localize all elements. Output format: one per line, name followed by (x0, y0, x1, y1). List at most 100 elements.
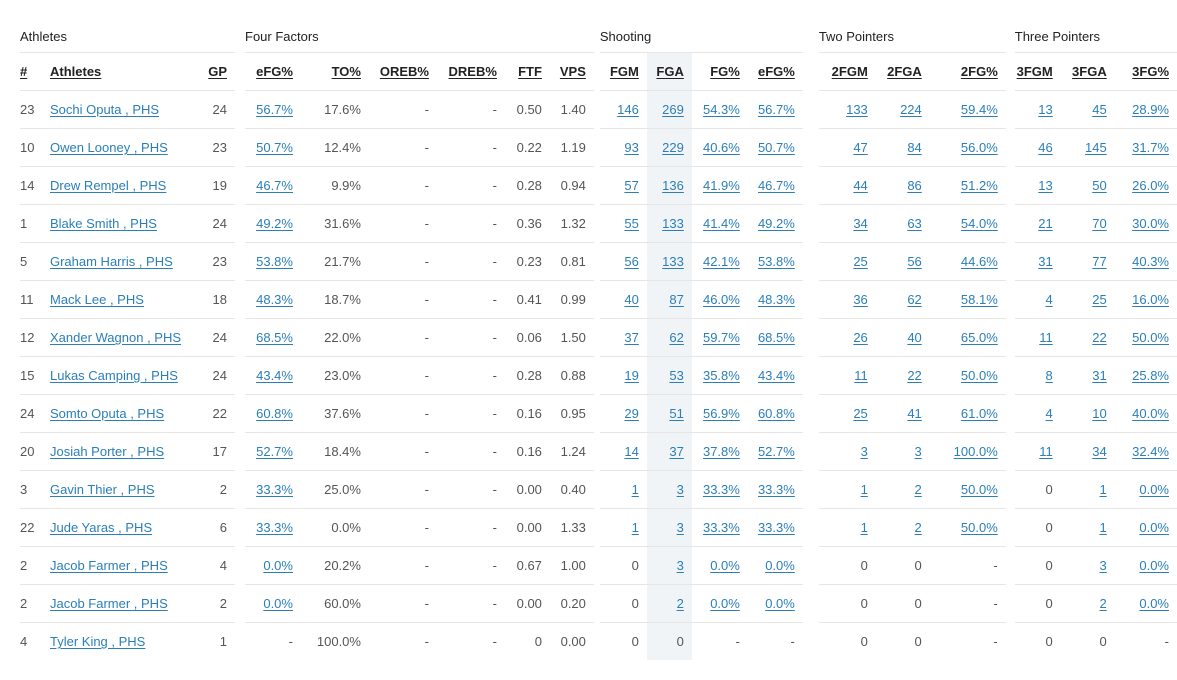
athlete-link[interactable]: Jude Yaras , PHS (49, 520, 153, 535)
cell-fga[interactable]: 3 (646, 508, 692, 547)
cell-fg-pct[interactable]: 56.9% (691, 394, 748, 433)
cell-2fg-pct[interactable]: 50.0% (929, 356, 1006, 395)
stat-link[interactable]: 0.0% (263, 596, 293, 611)
stat-link[interactable]: 59.7% (702, 330, 740, 345)
stat-link[interactable]: 0.0% (1139, 520, 1169, 535)
stat-link[interactable]: 16.0% (1132, 292, 1169, 307)
cell-3fga[interactable]: 10 (1060, 394, 1115, 433)
col-header-3fga[interactable]: 3FGA (1060, 52, 1115, 91)
col-header-3fg-pct[interactable]: 3FG% (1114, 52, 1177, 91)
stat-link[interactable]: 56 (624, 254, 639, 269)
cell-3fga[interactable]: 31 (1060, 356, 1115, 395)
stat-link[interactable]: 93 (624, 140, 639, 155)
stat-link[interactable]: 87 (669, 292, 684, 307)
stat-link[interactable]: 60.8% (256, 406, 293, 421)
cell-athlete[interactable]: Drew Rempel , PHS (49, 166, 182, 205)
cell-efg-shooting[interactable]: 33.3% (747, 470, 803, 509)
stat-link[interactable]: 46.0% (702, 292, 740, 307)
stat-link[interactable]: 53 (669, 368, 684, 383)
athlete-link[interactable]: Graham Harris , PHS (49, 254, 173, 269)
stat-link[interactable]: 28.9% (1132, 102, 1169, 117)
stat-link[interactable]: 22 (1092, 330, 1107, 345)
athlete-link[interactable]: Owen Looney , PHS (49, 140, 168, 155)
stat-link[interactable]: 50.0% (960, 482, 998, 497)
stat-link[interactable]: 3 (914, 444, 922, 459)
cell-fgm[interactable]: 93 (599, 128, 647, 167)
stat-link[interactable]: 42.1% (702, 254, 740, 269)
stat-link[interactable]: 31 (1038, 254, 1053, 269)
cell-efg-shooting[interactable]: 49.2% (747, 204, 803, 243)
col-header-ftf[interactable]: FTF (504, 52, 550, 91)
cell-2fgm[interactable]: 3 (818, 432, 876, 471)
stat-link[interactable]: 1 (860, 482, 868, 497)
cell-efg[interactable]: 53.8% (245, 242, 301, 281)
col-header-fgm[interactable]: FGM (599, 52, 647, 91)
cell-efg-shooting[interactable]: 68.5% (747, 318, 803, 357)
stat-link[interactable]: 14 (624, 444, 639, 459)
cell-3fg-pct[interactable]: 32.4% (1114, 432, 1177, 471)
cell-2fgm[interactable]: 34 (818, 204, 876, 243)
stat-link[interactable]: 136 (662, 178, 684, 193)
cell-fga[interactable]: 133 (646, 242, 692, 281)
stat-link[interactable]: 13 (1038, 102, 1053, 117)
stat-link[interactable]: 33.3% (256, 520, 293, 535)
stat-link[interactable]: 51.2% (960, 178, 998, 193)
cell-3fga[interactable]: 70 (1060, 204, 1115, 243)
stat-link[interactable]: 11 (854, 368, 868, 383)
stat-link[interactable]: 40 (624, 292, 639, 307)
cell-3fgm[interactable]: 11 (1014, 432, 1061, 471)
cell-2fga[interactable]: 56 (875, 242, 930, 281)
cell-efg[interactable]: 33.3% (245, 470, 301, 509)
cell-fga[interactable]: 133 (646, 204, 692, 243)
stat-link[interactable]: 44 (853, 178, 868, 193)
cell-fgm[interactable]: 40 (599, 280, 647, 319)
stat-link[interactable]: 54.0% (960, 216, 998, 231)
stat-link[interactable]: 26.0% (1132, 178, 1169, 193)
stat-link[interactable]: 229 (662, 140, 684, 155)
stat-link[interactable]: 68.5% (757, 330, 795, 345)
col-header-fga[interactable]: FGA (646, 52, 692, 91)
cell-2fg-pct[interactable]: 54.0% (929, 204, 1006, 243)
stat-link[interactable]: 1 (631, 482, 639, 497)
stat-link[interactable]: 53.8% (256, 254, 293, 269)
stat-link[interactable]: 11 (1039, 330, 1053, 345)
col-header-3fgm[interactable]: 3FGM (1014, 52, 1061, 91)
stat-link[interactable]: 53.8% (757, 254, 795, 269)
cell-athlete[interactable]: Sochi Oputa , PHS (49, 90, 182, 129)
stat-link[interactable]: 0.0% (1139, 558, 1169, 573)
cell-fgm[interactable]: 57 (599, 166, 647, 205)
stat-link[interactable]: 48.3% (256, 292, 293, 307)
col-header-oreb-pct[interactable]: OREB% (368, 52, 437, 91)
cell-2fgm[interactable]: 25 (818, 394, 876, 433)
stat-link[interactable]: 33.3% (757, 482, 795, 497)
stat-link[interactable]: 1 (1099, 482, 1107, 497)
stat-link[interactable]: 84 (907, 140, 922, 155)
stat-link[interactable]: 50.0% (960, 368, 998, 383)
stat-link[interactable]: 55 (624, 216, 639, 231)
cell-fg-pct[interactable]: 59.7% (691, 318, 748, 357)
stat-link[interactable]: 21 (1038, 216, 1053, 231)
cell-3fga[interactable]: 50 (1060, 166, 1115, 205)
stat-link[interactable]: 34 (1092, 444, 1107, 459)
cell-fg-pct[interactable]: 33.3% (691, 508, 748, 547)
cell-2fg-pct[interactable]: 100.0% (929, 432, 1006, 471)
cell-efg-shooting[interactable]: 46.7% (747, 166, 803, 205)
stat-link[interactable]: 59.4% (960, 102, 998, 117)
col-header-dreb-pct[interactable]: DREB% (436, 52, 505, 91)
stat-link[interactable]: 2 (1099, 596, 1107, 611)
cell-fga[interactable]: 229 (646, 128, 692, 167)
stat-link[interactable]: 46.7% (757, 178, 795, 193)
cell-athlete[interactable]: Mack Lee , PHS (49, 280, 182, 319)
cell-efg[interactable]: 50.7% (245, 128, 301, 167)
cell-2fga[interactable]: 86 (875, 166, 930, 205)
cell-fg-pct[interactable]: 40.6% (691, 128, 748, 167)
col-header-to-pct[interactable]: TO% (300, 52, 369, 91)
stat-link[interactable]: 50.7% (256, 140, 293, 155)
col-header-athlete[interactable]: Athletes (49, 52, 182, 91)
stat-link[interactable]: 31 (1092, 368, 1107, 383)
stat-link[interactable]: 51 (669, 406, 684, 421)
stat-link[interactable]: 68.5% (256, 330, 293, 345)
cell-3fga[interactable]: 25 (1060, 280, 1115, 319)
stat-link[interactable]: 61.0% (960, 406, 998, 421)
athlete-link[interactable]: Gavin Thier , PHS (49, 482, 155, 497)
